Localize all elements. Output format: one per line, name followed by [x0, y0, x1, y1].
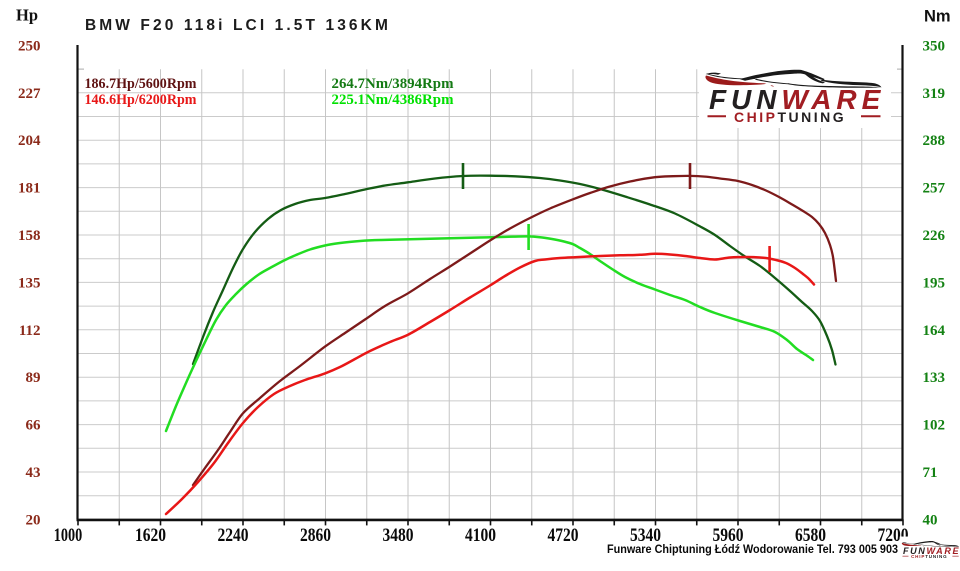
- svg-text:181: 181: [18, 181, 41, 197]
- svg-text:133: 133: [923, 370, 946, 386]
- svg-text:2240: 2240: [218, 525, 249, 546]
- svg-text:112: 112: [19, 323, 41, 339]
- svg-text:264.7Nm/3894Rpm: 264.7Nm/3894Rpm: [332, 76, 454, 92]
- svg-text:20: 20: [26, 512, 41, 528]
- svg-text:4720: 4720: [548, 525, 579, 546]
- svg-text:89: 89: [26, 370, 41, 386]
- svg-text:4100: 4100: [465, 525, 496, 546]
- svg-text:3480: 3480: [383, 525, 414, 546]
- svg-text:5340: 5340: [630, 525, 661, 546]
- svg-text:226: 226: [923, 228, 946, 244]
- svg-text:164: 164: [923, 323, 946, 339]
- svg-text:102: 102: [923, 418, 946, 434]
- svg-text:43: 43: [26, 465, 41, 481]
- svg-text:225.1Nm/4386Rpm: 225.1Nm/4386Rpm: [332, 92, 454, 108]
- svg-text:BMW F20 118i LCI 1.5T 136KM: BMW F20 118i LCI 1.5T 136KM: [85, 17, 391, 34]
- svg-text:1000: 1000: [54, 525, 83, 546]
- svg-text:288: 288: [923, 133, 946, 149]
- svg-text:Nm: Nm: [924, 8, 951, 26]
- svg-text:5960: 5960: [713, 525, 744, 546]
- svg-text:319: 319: [923, 86, 946, 102]
- svg-text:Funware Chiptuning Łódź Wodoro: Funware Chiptuning Łódź Wodorowanie Tel.…: [607, 544, 898, 556]
- svg-text:257: 257: [923, 181, 946, 197]
- svg-text:135: 135: [18, 275, 41, 291]
- svg-text:1620: 1620: [135, 525, 166, 546]
- svg-text:66: 66: [26, 418, 42, 434]
- svg-text:158: 158: [18, 228, 41, 244]
- svg-text:186.7Hp/5600Rpm: 186.7Hp/5600Rpm: [85, 76, 197, 92]
- svg-text:250: 250: [18, 38, 41, 54]
- svg-text:CHIPTUNING: CHIPTUNING: [734, 109, 846, 125]
- svg-text:195: 195: [923, 275, 946, 291]
- svg-text:6580: 6580: [795, 525, 826, 546]
- svg-text:FUNWARE: FUNWARE: [709, 84, 885, 115]
- svg-text:Hp: Hp: [16, 6, 38, 25]
- svg-text:204: 204: [18, 133, 41, 149]
- svg-text:2860: 2860: [300, 525, 331, 546]
- svg-text:40: 40: [923, 512, 938, 528]
- svg-text:350: 350: [923, 38, 946, 54]
- svg-text:227: 227: [18, 86, 41, 102]
- svg-text:146.6Hp/6200Rpm: 146.6Hp/6200Rpm: [85, 92, 197, 108]
- svg-text:71: 71: [923, 465, 938, 481]
